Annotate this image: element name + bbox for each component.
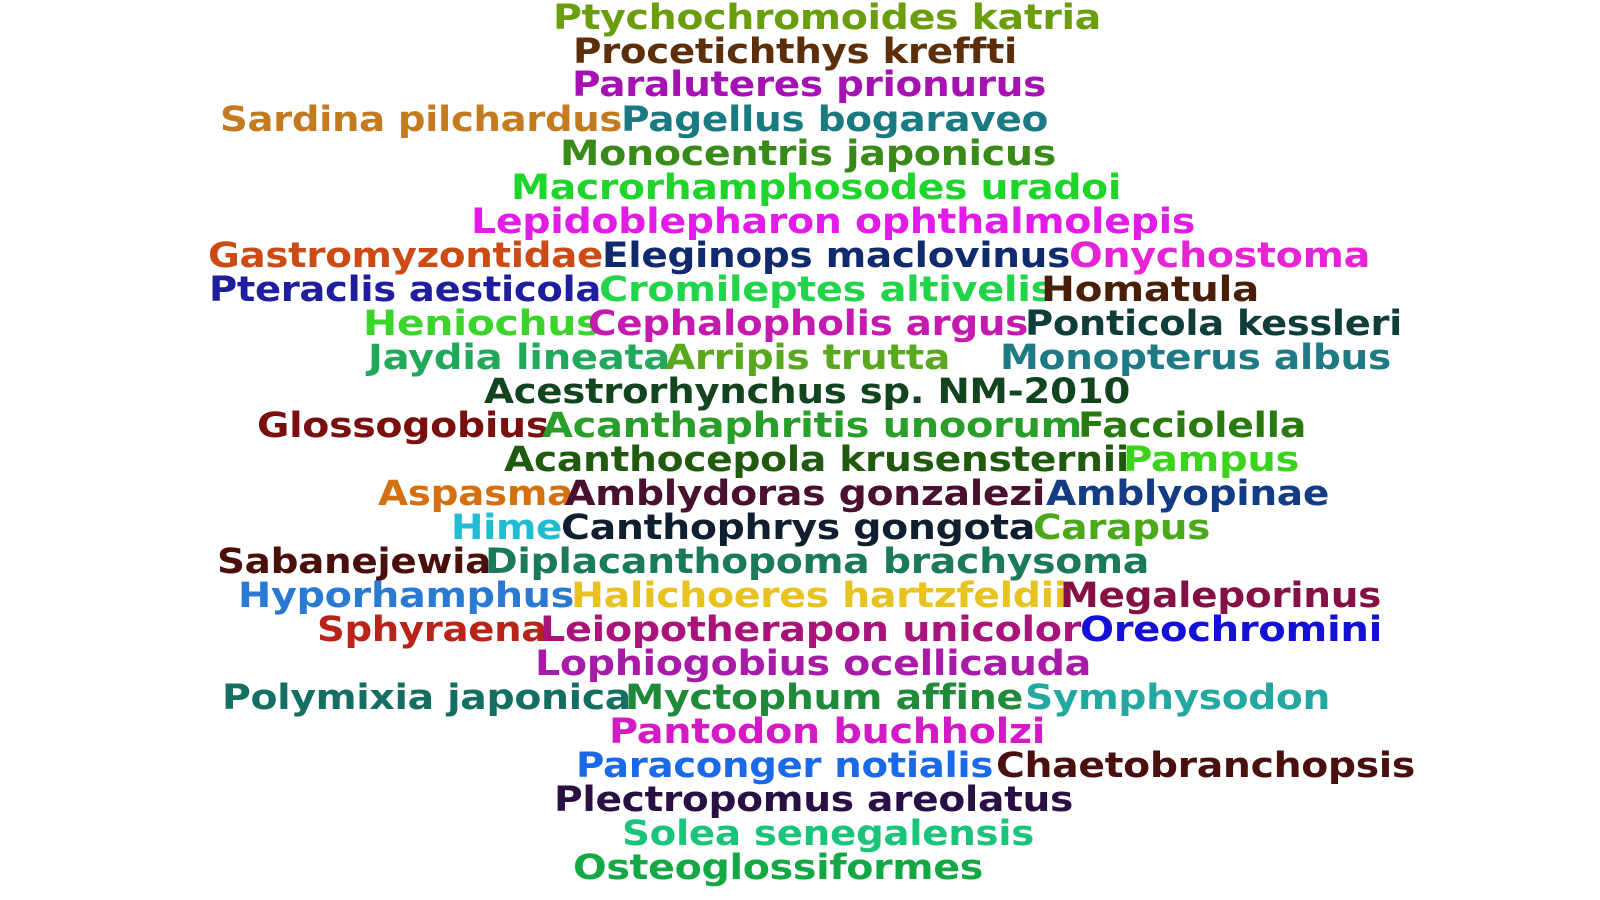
cloud-word: Diplacanthopoma brachysoma	[485, 542, 1150, 582]
cloud-word: Ptychochromoides katria	[553, 0, 1101, 38]
cloud-word: Pantodon buchholzi	[609, 712, 1045, 752]
cloud-word: Procetichthys kreffti	[573, 32, 1018, 72]
cloud-word: Arripis trutta	[665, 338, 951, 378]
cloud-word: Paraconger notialis	[576, 746, 994, 786]
cloud-word: Ponticola kessleri	[1025, 304, 1402, 344]
cloud-word: Monopterus albus	[1000, 338, 1391, 378]
cloud-word: Aspasma	[378, 474, 573, 514]
cloud-word: Acanthaphritis unoorum	[542, 406, 1082, 446]
cloud-word: Jaydia lineata	[368, 338, 670, 378]
cloud-word: Oreochromini	[1080, 610, 1382, 650]
cloud-word: Osteoglossiformes	[573, 848, 983, 888]
cloud-word: Polymixia japonica	[222, 678, 632, 718]
cloud-word: Megaleporinus	[1060, 576, 1382, 616]
cloud-word: Chaetobranchopsis	[996, 746, 1416, 786]
cloud-word: Carapus	[1033, 508, 1211, 548]
cloud-word: Gastromyzontidae	[208, 236, 603, 276]
cloud-word: Onychostoma	[1069, 236, 1370, 276]
cloud-word: Plectropomus areolatus	[554, 780, 1073, 820]
cloud-word: Amblydoras gonzalezi	[565, 474, 1046, 514]
cloud-word: Lophiogobius ocellicauda	[535, 644, 1092, 684]
cloud-word: Lepidoblepharon ophthalmolepis	[471, 202, 1196, 242]
cloud-word: Macrorhamphosodes uradoi	[511, 168, 1121, 208]
cloud-word: Acanthocepola krusensternii	[504, 440, 1129, 480]
cloud-word: Amblyopinae	[1046, 474, 1330, 514]
cloud-word: Homatula	[1041, 270, 1259, 310]
cloud-word: Hime	[451, 508, 562, 548]
cloud-word: Paraluteres prionurus	[572, 65, 1046, 105]
cloud-word: Glossogobius	[257, 406, 550, 446]
cloud-word: Myctophum affine	[625, 678, 1023, 718]
cloud-word: Sabanejewia	[217, 542, 492, 582]
cloud-word: Pagellus bogaraveo	[621, 100, 1049, 140]
cloud-word: Solea senegalensis	[622, 814, 1035, 854]
cloud-word: Heniochus	[363, 304, 601, 344]
cloud-word: Sardina pilchardus	[220, 100, 623, 140]
cloud-word: Halichoeres hartzfeldii	[571, 576, 1068, 616]
cloud-word: Cephalopholis argus	[588, 304, 1029, 344]
cloud-word: Eleginops maclovinus	[602, 236, 1070, 276]
cloud-word: Facciolella	[1078, 406, 1306, 446]
cloud-word: Acestrorhynchus sp. NM-2010	[484, 372, 1130, 412]
cloud-word: Hyporhamphus	[238, 576, 575, 616]
cloud-word: Sphyraena	[317, 610, 548, 650]
cloud-word: Pteraclis aesticola	[209, 270, 601, 310]
cloud-word: Leiopotherapon unicolor	[540, 610, 1081, 650]
cloud-word: Canthophrys gongota	[561, 508, 1036, 548]
cloud-word: Monocentris japonicus	[560, 134, 1056, 174]
cloud-word: Symphysodon	[1025, 678, 1330, 718]
cloud-word: Pampus	[1123, 440, 1300, 480]
cloud-word: Cromileptes altivelis	[599, 270, 1055, 310]
